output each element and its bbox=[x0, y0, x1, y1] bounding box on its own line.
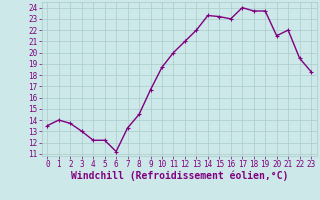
X-axis label: Windchill (Refroidissement éolien,°C): Windchill (Refroidissement éolien,°C) bbox=[70, 171, 288, 181]
